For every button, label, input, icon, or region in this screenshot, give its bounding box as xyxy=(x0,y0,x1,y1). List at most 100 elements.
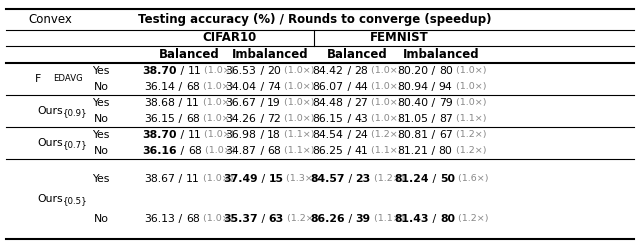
Text: 34.87: 34.87 xyxy=(226,146,257,156)
Text: Yes: Yes xyxy=(92,174,110,184)
Text: /: / xyxy=(257,98,268,108)
Text: No: No xyxy=(93,214,109,224)
Text: 38.70: 38.70 xyxy=(143,130,177,140)
Text: 50: 50 xyxy=(440,174,455,184)
Text: 80: 80 xyxy=(439,66,452,76)
Text: No: No xyxy=(93,114,109,124)
Text: 34.26: 34.26 xyxy=(226,114,257,124)
Text: /: / xyxy=(344,114,355,124)
Text: 11: 11 xyxy=(188,130,202,140)
Text: 81.43: 81.43 xyxy=(395,214,429,224)
Text: /: / xyxy=(428,98,439,108)
Text: (1.0×): (1.0×) xyxy=(200,98,233,107)
Text: {0.7}: {0.7} xyxy=(63,140,88,149)
Text: (1.1×): (1.1×) xyxy=(281,130,314,139)
Text: 63: 63 xyxy=(268,214,284,224)
Text: (1.2×): (1.2×) xyxy=(452,146,486,155)
Text: /: / xyxy=(345,214,355,224)
Text: No: No xyxy=(93,82,109,92)
Text: EDAVG: EDAVG xyxy=(53,74,83,83)
Text: (1.0×): (1.0×) xyxy=(281,98,314,107)
Text: 84.48: 84.48 xyxy=(313,98,344,108)
Text: (1.2×): (1.2×) xyxy=(455,214,488,223)
Text: 39: 39 xyxy=(355,214,371,224)
Text: (1.1×): (1.1×) xyxy=(368,146,401,155)
Text: Yes: Yes xyxy=(92,66,110,76)
Text: /: / xyxy=(177,130,188,140)
Text: Balanced: Balanced xyxy=(327,48,387,61)
Text: /: / xyxy=(175,174,186,184)
Text: 27: 27 xyxy=(355,98,368,108)
Text: FEMNIST: FEMNIST xyxy=(370,31,429,44)
Text: 36.14: 36.14 xyxy=(145,82,175,92)
Text: /: / xyxy=(344,98,355,108)
Text: Convex: Convex xyxy=(28,13,72,26)
Text: 19: 19 xyxy=(268,98,281,108)
Text: 68: 68 xyxy=(186,114,200,124)
Text: 20: 20 xyxy=(267,66,281,76)
Text: (1.0×): (1.0×) xyxy=(452,98,486,107)
Text: 87: 87 xyxy=(439,114,452,124)
Text: (1.0×): (1.0×) xyxy=(368,82,401,91)
Text: (1.3×): (1.3×) xyxy=(284,174,317,183)
Text: 36.98: 36.98 xyxy=(226,130,257,140)
Text: /: / xyxy=(428,66,439,76)
Text: (1.1×): (1.1×) xyxy=(452,114,486,123)
Text: 38.70: 38.70 xyxy=(143,66,177,76)
Text: 72: 72 xyxy=(268,114,281,124)
Text: /: / xyxy=(429,214,440,224)
Text: (1.0×): (1.0×) xyxy=(368,114,401,123)
Text: 34.04: 34.04 xyxy=(226,82,257,92)
Text: 35.37: 35.37 xyxy=(223,214,258,224)
Text: 86.26: 86.26 xyxy=(310,214,345,224)
Text: 86.15: 86.15 xyxy=(313,114,344,124)
Text: 36.15: 36.15 xyxy=(145,114,175,124)
Text: /: / xyxy=(177,146,188,156)
Text: /: / xyxy=(257,114,268,124)
Text: /: / xyxy=(428,146,438,156)
Text: 94: 94 xyxy=(439,82,452,92)
Text: 41: 41 xyxy=(355,146,368,156)
Text: 36.53: 36.53 xyxy=(226,66,257,76)
Text: F: F xyxy=(35,74,42,84)
Text: (1.0×): (1.0×) xyxy=(281,114,314,123)
Text: 15: 15 xyxy=(268,174,284,184)
Text: /: / xyxy=(344,146,355,156)
Text: 86.07: 86.07 xyxy=(313,82,344,92)
Text: No: No xyxy=(93,146,109,156)
Text: Ours: Ours xyxy=(38,106,63,116)
Text: 68: 68 xyxy=(186,214,200,224)
Text: {0.5}: {0.5} xyxy=(63,196,88,205)
Text: Ours: Ours xyxy=(38,138,63,148)
Text: (1.0×): (1.0×) xyxy=(200,114,233,123)
Text: /: / xyxy=(344,130,355,140)
Text: (1.0×): (1.0×) xyxy=(281,82,314,91)
Text: 80.20: 80.20 xyxy=(397,66,428,76)
Text: 81.21: 81.21 xyxy=(397,146,428,156)
Text: Imbalanced: Imbalanced xyxy=(232,48,308,61)
Text: 79: 79 xyxy=(439,98,452,108)
Text: {0.9}: {0.9} xyxy=(63,108,87,117)
Text: 68: 68 xyxy=(186,82,200,92)
Text: (1.2×): (1.2×) xyxy=(452,130,486,139)
Text: 80: 80 xyxy=(438,146,452,156)
Text: 84.42: 84.42 xyxy=(313,66,344,76)
Text: (1.1×): (1.1×) xyxy=(371,214,404,223)
Text: (1.0×): (1.0×) xyxy=(452,66,486,75)
Text: /: / xyxy=(257,66,267,76)
Text: 68: 68 xyxy=(268,146,281,156)
Text: /: / xyxy=(344,82,355,92)
Text: 18: 18 xyxy=(268,130,281,140)
Text: (1.0×): (1.0×) xyxy=(202,130,235,139)
Text: (1.2×): (1.2×) xyxy=(371,174,404,183)
Text: Yes: Yes xyxy=(92,130,110,140)
Text: (1.6×): (1.6×) xyxy=(455,174,488,183)
Text: /: / xyxy=(257,146,268,156)
Text: (1.1×): (1.1×) xyxy=(281,146,314,155)
Text: CIFAR10: CIFAR10 xyxy=(202,31,257,44)
Text: Ours: Ours xyxy=(38,194,63,204)
Text: /: / xyxy=(257,82,268,92)
Text: 11: 11 xyxy=(188,66,202,76)
Text: /: / xyxy=(428,130,439,140)
Text: /: / xyxy=(175,114,186,124)
